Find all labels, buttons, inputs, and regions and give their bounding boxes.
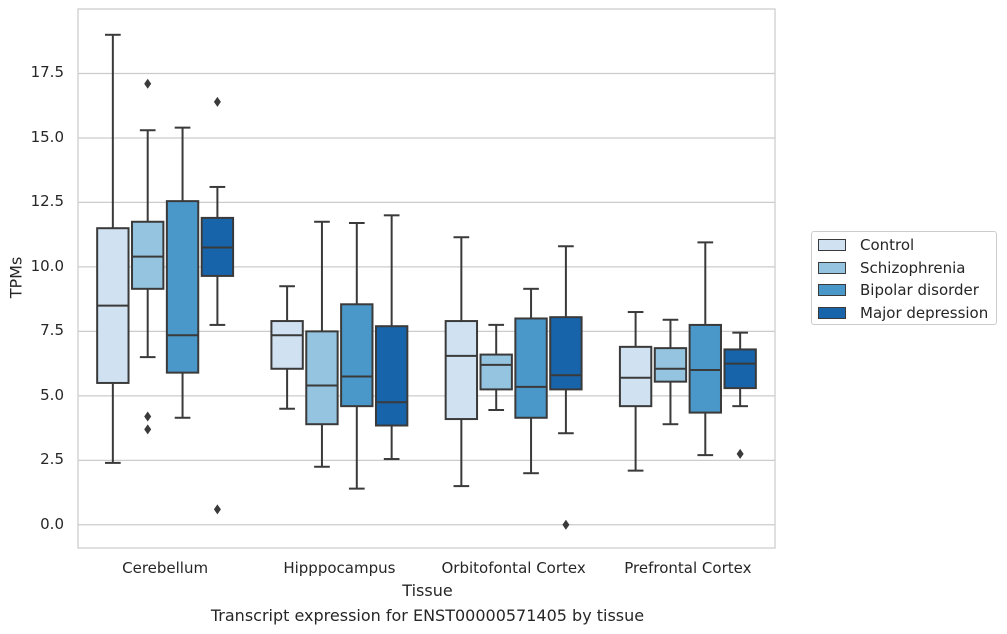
legend-label-control: Control <box>860 236 915 254</box>
legend-label-major-depression: Major depression <box>860 304 989 322</box>
y-tick-label: 0.0 <box>40 514 64 533</box>
outlier-point <box>144 411 152 422</box>
box <box>514 317 548 419</box>
box <box>653 347 688 383</box>
x-tick-label: Prefrontal Cortex <box>624 559 752 577</box>
legend-swatch-bipolar-disorder <box>818 284 846 296</box>
y-axis-label: TPMs <box>6 256 26 299</box>
box-layer <box>96 33 757 530</box>
box <box>479 353 513 391</box>
box <box>444 320 479 421</box>
legend-swatch-control <box>818 239 846 251</box>
legend-item-major-depression: Major depression <box>818 303 988 323</box>
legend: Control Schizophrenia Bipolar disorder M… <box>811 231 997 325</box>
outlier-point <box>213 96 221 107</box>
outlier-point <box>144 424 152 435</box>
outlier-point <box>213 504 221 515</box>
x-tick-label: Hipppocampus <box>283 559 396 577</box>
outlier-point <box>562 519 570 530</box>
box <box>270 320 304 370</box>
legend-label-bipolar-disorder: Bipolar disorder <box>860 281 979 299</box>
figure-caption: Transcript expression for ENST0000057140… <box>210 606 645 625</box>
y-tick-label: 15.0 <box>30 127 64 146</box>
x-tick-label: Orbitofontal Cortex <box>441 559 586 577</box>
y-tick-label: 10.0 <box>30 256 64 275</box>
box <box>723 348 757 390</box>
y-tick-label: 5.0 <box>40 385 64 404</box>
outlier-point <box>736 448 744 459</box>
box <box>131 220 165 290</box>
box <box>165 200 200 374</box>
legend-swatch-major-depression <box>818 307 846 319</box>
box <box>688 323 722 414</box>
plot-frame <box>77 8 776 549</box>
legend-swatch-schizophrenia <box>818 262 846 274</box>
y-tick-label: 7.5 <box>40 321 64 340</box>
x-axis-label: Tissue <box>402 581 453 600</box>
box <box>549 316 583 391</box>
box <box>305 330 339 426</box>
legend-item-control: Control <box>818 235 914 255</box>
outlier-point <box>144 78 152 89</box>
box <box>374 325 409 427</box>
legend-label-schizophrenia: Schizophrenia <box>860 259 966 277</box>
y-tick-label: 2.5 <box>40 450 64 469</box>
legend-item-schizophrenia: Schizophrenia <box>818 258 965 278</box>
y-tick-label: 17.5 <box>30 63 64 82</box>
y-tick-label: 12.5 <box>30 192 64 211</box>
box <box>340 303 374 408</box>
legend-item-bipolar-disorder: Bipolar disorder <box>818 280 979 300</box>
x-tick-label: Cerebellum <box>122 559 209 577</box>
box <box>618 345 653 408</box>
